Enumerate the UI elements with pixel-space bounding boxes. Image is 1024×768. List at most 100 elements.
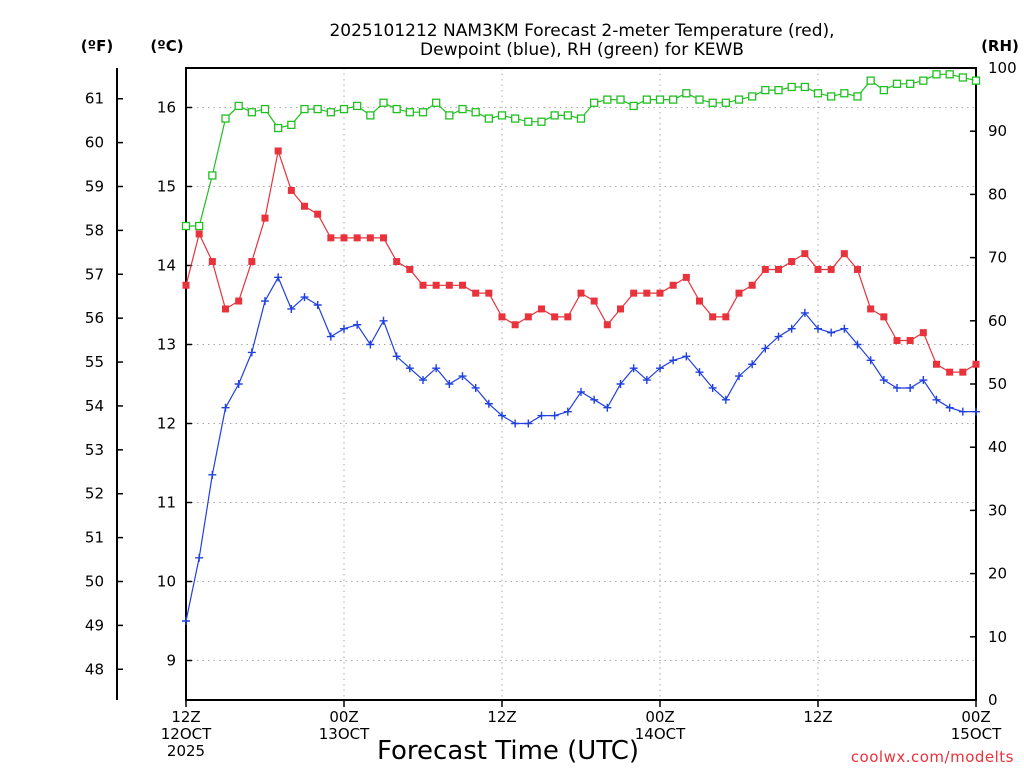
dewpoint-point	[419, 376, 427, 385]
rh-point	[971, 76, 981, 85]
dewpoint-point	[195, 553, 204, 562]
rh-point	[655, 95, 665, 104]
celsius-tick-label: 14	[157, 257, 176, 275]
rh-point	[892, 79, 902, 88]
rh-point	[669, 95, 678, 104]
dewpoint-point	[814, 324, 822, 333]
dewpoint-point	[432, 364, 441, 373]
fahrenheit-tick-label: 53	[85, 441, 104, 459]
dewpoint-point	[800, 308, 809, 317]
dewpoint-point	[748, 360, 757, 369]
x-tick-label: 00Z	[329, 708, 358, 726]
dewpoint-point	[221, 403, 230, 412]
temperature-point	[682, 273, 690, 281]
temperature-point	[564, 313, 572, 321]
dewpoint-point	[550, 411, 559, 420]
dewpoint-point	[656, 364, 664, 373]
celsius-tick-label: 11	[157, 494, 176, 512]
rh-point	[576, 114, 586, 123]
rh-point	[919, 76, 928, 85]
dewpoint-point	[919, 376, 928, 385]
rh-tick-label: 80	[988, 185, 1007, 203]
rh-tick-label: 0	[988, 691, 998, 709]
rh-point	[853, 92, 862, 101]
temperature-point	[893, 337, 901, 345]
fahrenheit-tick-label: 52	[85, 485, 104, 503]
temperature-point	[340, 234, 348, 242]
temperature-point	[498, 313, 506, 321]
rh-point	[195, 221, 204, 231]
fahrenheit-tick-label: 50	[85, 573, 104, 591]
x-tick-label: 2025	[167, 742, 205, 760]
celsius-tick-label: 9	[166, 652, 176, 670]
rh-point	[445, 111, 454, 120]
rh-point	[260, 104, 270, 114]
temperature-point	[182, 281, 190, 289]
dewpoint-point	[498, 411, 506, 420]
dewpoint-point	[945, 403, 954, 412]
temperature-point	[617, 305, 624, 313]
rh-point	[537, 117, 546, 126]
dewpoint-point	[313, 301, 322, 309]
x-tick-label: 12Z	[487, 708, 516, 726]
temperature-point	[840, 250, 848, 258]
temperature-point	[393, 258, 401, 266]
dewpoint-point	[853, 340, 862, 349]
dewpoint-point	[484, 399, 493, 408]
credit-text: coolwx.com/modelts	[851, 748, 1014, 766]
dewpoint-point	[958, 407, 967, 416]
dewpoint-point	[866, 356, 875, 365]
dewpoint-line	[185, 276, 976, 622]
temperature-point	[880, 313, 888, 321]
rh-point	[774, 85, 783, 95]
grid-lines	[186, 68, 976, 700]
temperature-point	[775, 265, 782, 273]
temperature-point	[919, 329, 927, 337]
rh-tick-label: 30	[988, 501, 1007, 519]
rh-point	[550, 111, 559, 120]
rh-point	[879, 85, 888, 95]
rh-point	[734, 95, 744, 104]
fahrenheit-tick-label: 49	[85, 616, 104, 634]
temperature-point	[538, 305, 545, 313]
rh-point	[761, 85, 770, 95]
rh-point	[300, 104, 309, 114]
rh-point	[800, 82, 809, 92]
dewpoint-point	[208, 470, 217, 479]
dewpoint-point	[642, 376, 651, 385]
dewpoint-point	[471, 383, 480, 392]
dewpoint-point	[616, 380, 625, 388]
dewpoint-point	[261, 297, 269, 306]
temperature-point	[314, 210, 322, 218]
fahrenheit-tick-label: 61	[85, 90, 104, 108]
rh-tick-label: 50	[988, 375, 1007, 393]
rh-unit-label: (RH)	[981, 37, 1019, 55]
dewpoint-point	[247, 348, 256, 357]
rh-point	[339, 104, 349, 114]
rh-point	[418, 108, 428, 117]
dewpoint-point	[695, 368, 704, 377]
rh-point	[511, 114, 520, 123]
rh-point	[497, 111, 507, 120]
rh-point	[590, 98, 599, 107]
temperature-point	[380, 234, 387, 242]
temperature-point	[854, 265, 861, 273]
temperature-point	[577, 289, 585, 297]
dewpoint-point	[300, 293, 309, 302]
x-tick-label: 12OCT	[161, 725, 212, 743]
dewpoint-point	[524, 419, 533, 428]
temperature-point	[235, 297, 243, 305]
temperature-point	[195, 230, 203, 238]
dewpoint-point	[827, 328, 836, 337]
dewpoint-point	[326, 332, 335, 341]
rh-point	[906, 79, 915, 88]
fahrenheit-tick-label: 57	[85, 265, 104, 283]
rh-tick-label: 90	[988, 122, 1007, 140]
dewpoint-point	[682, 352, 691, 361]
x-tick-label: 00Z	[961, 708, 990, 726]
rh-point	[563, 111, 572, 120]
fahrenheit-tick-label: 51	[85, 529, 104, 547]
temperature-point	[946, 368, 954, 376]
temperature-point	[814, 265, 822, 273]
